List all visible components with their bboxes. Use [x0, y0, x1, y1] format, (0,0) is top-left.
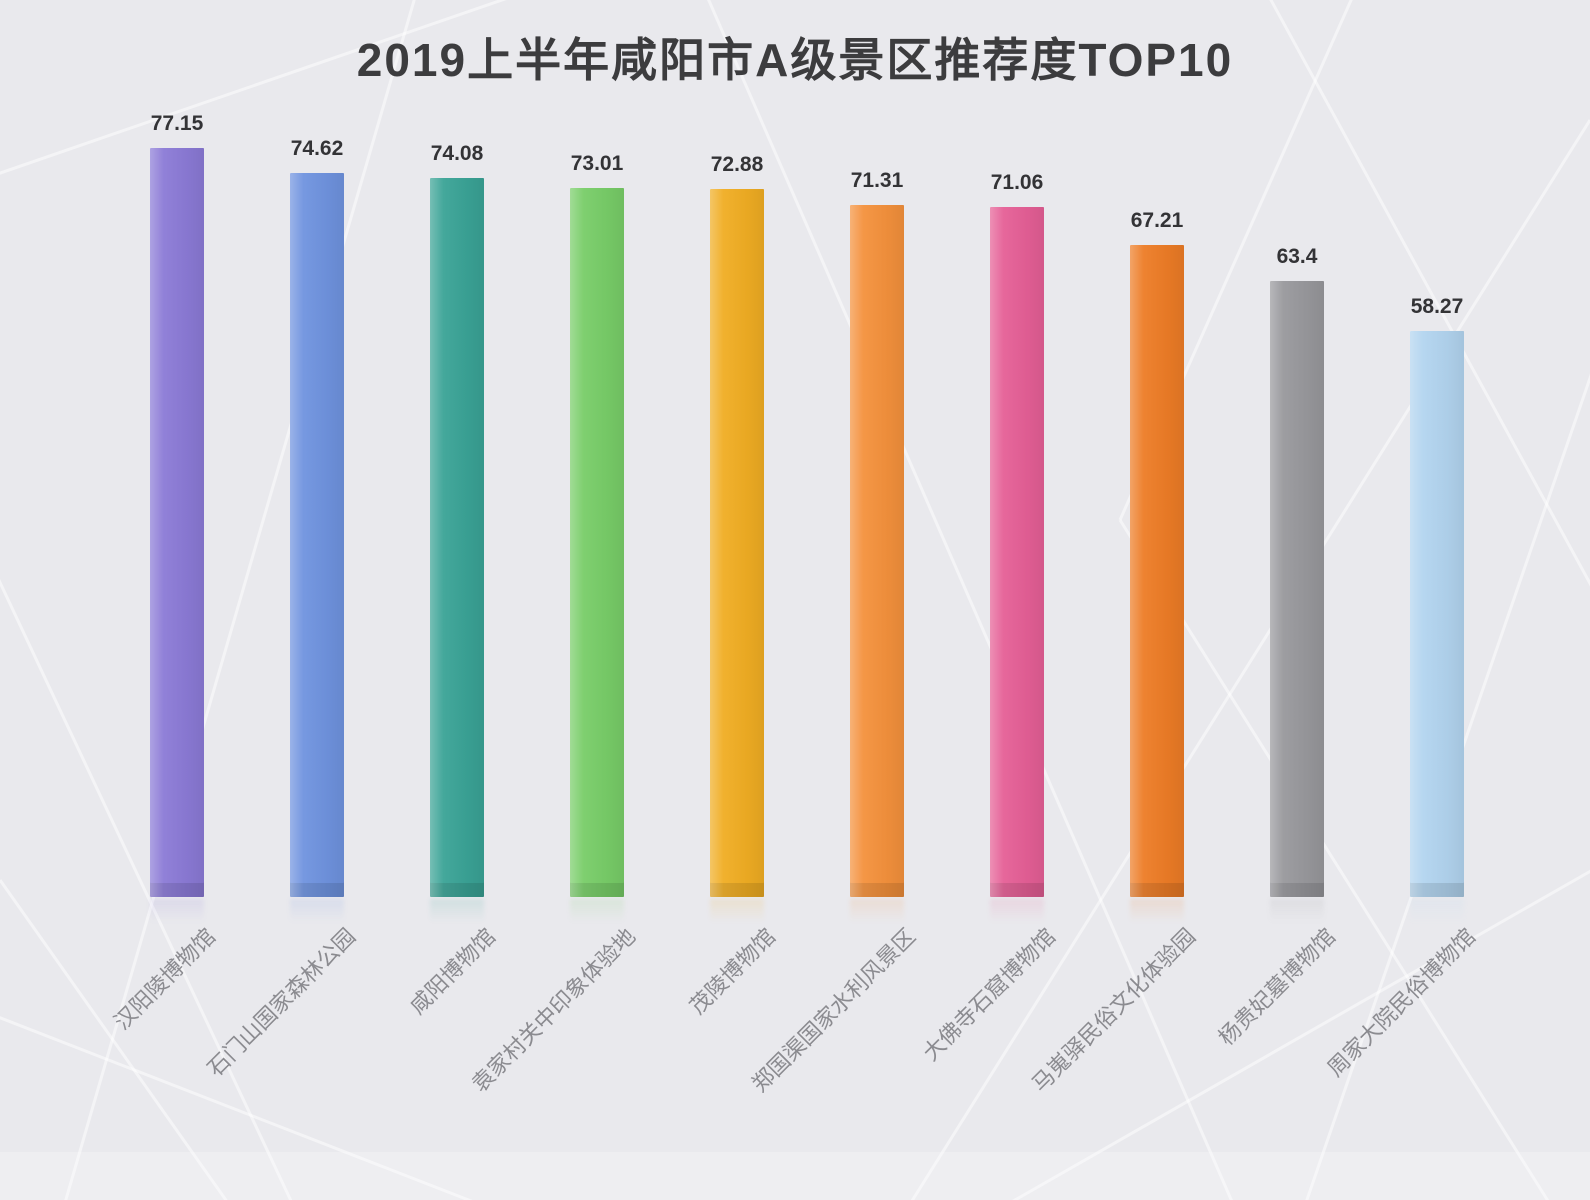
bar-sheen	[1270, 281, 1324, 897]
bar-sheen	[710, 189, 764, 897]
bar-category-label: 周家大院民俗博物馆	[1322, 923, 1481, 1082]
bar-sheen	[850, 205, 904, 897]
bar-value-label: 73.01	[570, 152, 624, 175]
bar-reflection	[150, 899, 204, 923]
bar	[850, 205, 904, 897]
bar-sheen	[570, 188, 624, 897]
bar-category-label: 石门山国家森林公园	[202, 923, 361, 1082]
bar-sheen	[290, 173, 344, 897]
bar-value-label: 72.88	[710, 153, 764, 176]
bar-sheen	[1410, 331, 1464, 897]
bar-category-label: 汉阳陵博物馆	[109, 923, 221, 1035]
bar-reflection	[990, 899, 1044, 923]
bar	[570, 188, 624, 897]
bar-reflection	[290, 899, 344, 923]
bar	[990, 207, 1044, 897]
bar	[710, 189, 764, 897]
bar-value-label: 71.31	[850, 169, 904, 192]
bar-category-label: 大佛寺石窟博物馆	[918, 923, 1061, 1066]
bar-value-label: 71.06	[990, 171, 1044, 194]
bar	[150, 148, 204, 897]
bar-sheen	[1130, 245, 1184, 897]
bar-sheen	[150, 148, 204, 897]
bar-reflection	[570, 899, 624, 923]
bar-value-label: 74.62	[290, 137, 344, 160]
bar-sheen	[430, 178, 484, 897]
bar	[290, 173, 344, 897]
bar-reflection	[1130, 899, 1184, 923]
bar-reflection	[710, 899, 764, 923]
bar	[1130, 245, 1184, 897]
bar-reflection	[850, 899, 904, 923]
bar-category-label: 咸阳博物馆	[404, 923, 501, 1020]
page-title: 2019上半年咸阳市A级景区推荐度TOP10	[356, 34, 1234, 86]
bar-value-label: 63.4	[1276, 245, 1318, 268]
bar-value-label: 77.15	[150, 112, 204, 135]
bar	[1410, 331, 1464, 897]
bar-value-label: 74.08	[430, 142, 484, 165]
bar-value-label: 58.27	[1410, 295, 1464, 318]
bar-reflection	[430, 899, 484, 923]
bar-reflection	[1410, 899, 1464, 923]
bar	[430, 178, 484, 897]
bar-category-label: 茂陵博物馆	[684, 923, 781, 1020]
bar-reflection	[1270, 899, 1324, 923]
bar-category-label: 杨贵妃墓博物馆	[1213, 923, 1341, 1051]
bottom-strip	[0, 1152, 1590, 1200]
bar-value-label: 67.21	[1130, 209, 1184, 232]
bar	[1270, 281, 1324, 897]
bar-sheen	[990, 207, 1044, 897]
